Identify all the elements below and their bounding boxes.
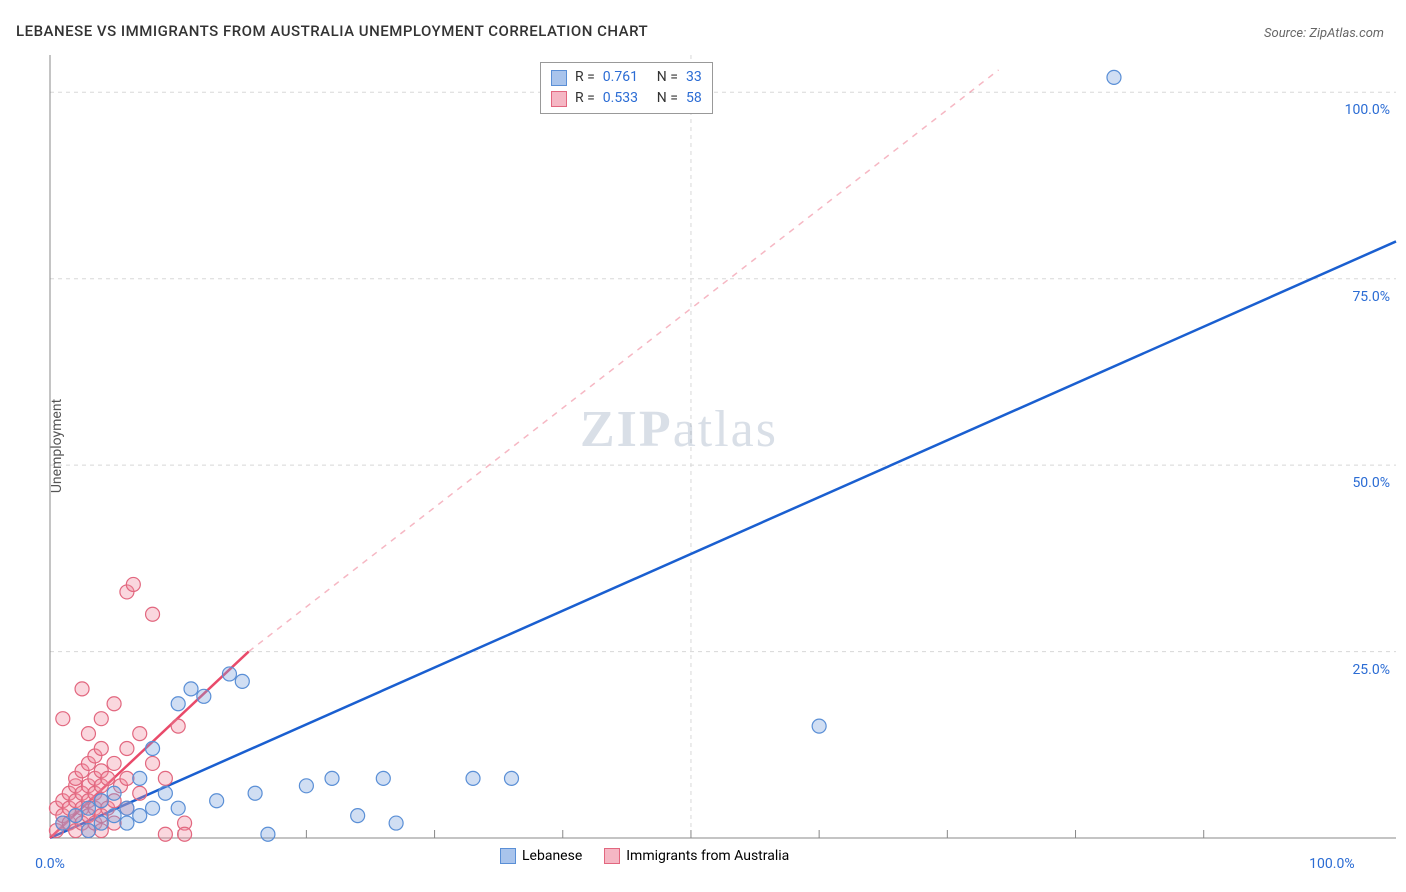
n-value: 33 <box>686 67 702 88</box>
legend-swatch-blue-icon <box>500 848 516 864</box>
n-label: N = <box>657 67 678 88</box>
legend: Lebanese Immigrants from Australia <box>500 848 789 864</box>
r-label: R = <box>575 88 595 109</box>
scatter-plot <box>0 0 1406 892</box>
y-tick-label: 100.0% <box>1345 102 1390 118</box>
stats-row-blue: R = 0.761 N = 33 <box>551 67 702 88</box>
y-tick-label: 25.0% <box>1352 662 1390 678</box>
r-value: 0.761 <box>603 67 649 88</box>
legend-swatch-pink-icon <box>604 848 620 864</box>
legend-label: Immigrants from Australia <box>626 848 789 864</box>
y-tick-label: 50.0% <box>1352 475 1390 491</box>
x-tick-label: 0.0% <box>35 856 65 892</box>
correlation-stats-box: R = 0.761 N = 33 R = 0.533 N = 58 <box>540 62 713 114</box>
n-value: 58 <box>686 88 702 109</box>
n-label: N = <box>657 88 678 109</box>
x-tick-label: 100.0% <box>1309 856 1354 892</box>
chart-container: LEBANESE VS IMMIGRANTS FROM AUSTRALIA UN… <box>0 0 1406 892</box>
r-label: R = <box>575 67 595 88</box>
y-tick-label: 75.0% <box>1352 289 1390 305</box>
swatch-pink-icon <box>551 91 567 107</box>
legend-item-pink: Immigrants from Australia <box>604 848 789 864</box>
r-value: 0.533 <box>603 88 649 109</box>
stats-row-pink: R = 0.533 N = 58 <box>551 88 702 109</box>
legend-item-blue: Lebanese <box>500 848 582 864</box>
legend-label: Lebanese <box>522 848 582 864</box>
swatch-blue-icon <box>551 70 567 86</box>
